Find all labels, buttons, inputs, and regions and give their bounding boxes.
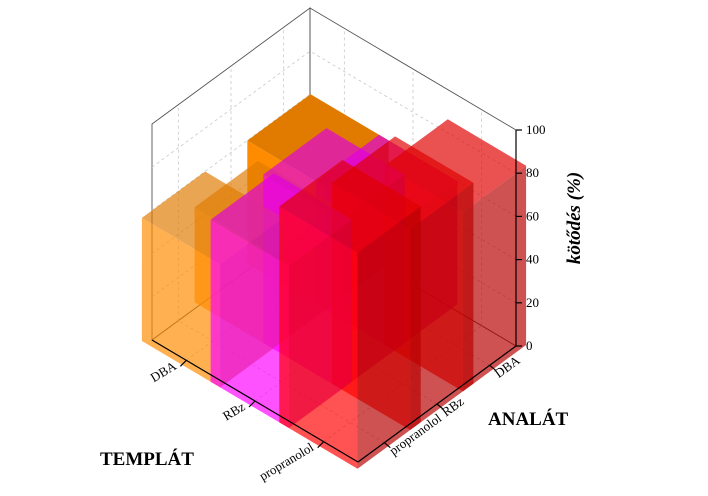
- bar-face-right: [410, 182, 474, 430]
- grid-line-z: [151, 50, 311, 168]
- grid-line-z: [151, 94, 311, 211]
- bar-face-top: [279, 160, 421, 253]
- z-tick-label: 0: [526, 338, 533, 353]
- templat-tick-label: DBA: [148, 358, 180, 385]
- bar-face-left: [210, 219, 289, 428]
- templat-tick-label: RBz: [220, 399, 248, 424]
- analat-tick: [489, 364, 497, 371]
- z-tick-label: 60: [526, 208, 539, 223]
- bar-propranolol-propranolol: [279, 160, 421, 469]
- templat-tick: [179, 359, 187, 367]
- bar-face-top: [384, 119, 527, 213]
- z-axis-title: kötődés (%): [564, 172, 585, 264]
- bars: [141, 94, 527, 469]
- z-tick-label: 80: [526, 165, 539, 180]
- z-tick-label: 20: [526, 295, 539, 310]
- templat-tick: [248, 400, 256, 408]
- bar-face-left: [279, 206, 358, 469]
- templat-axis-title: TEMPLÁT: [100, 448, 194, 470]
- bar-face-right: [462, 165, 527, 392]
- analat-tick: [436, 403, 444, 410]
- z-tick-label: 100: [526, 122, 546, 137]
- grid-line-z: [309, 50, 517, 174]
- labels: TEMPLÁT ANALÁT kötődés (%): [100, 172, 585, 470]
- analat-axis-title: ANALÁT: [488, 408, 569, 430]
- templat-tick-label: propranolol: [256, 439, 316, 483]
- bar-face-top: [331, 136, 474, 230]
- analat-tick: [383, 442, 391, 449]
- z-tick-label: 40: [526, 252, 539, 267]
- bar-face-right: [357, 206, 421, 469]
- templat-tick: [317, 441, 325, 449]
